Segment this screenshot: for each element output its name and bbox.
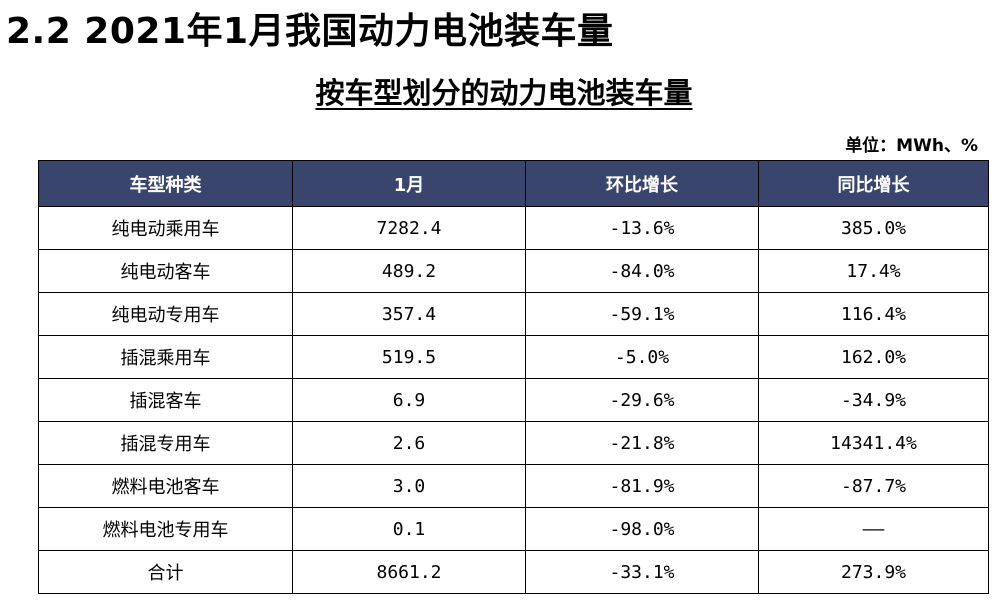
- cell-jan-volume: 489.2: [292, 249, 526, 293]
- cell-vehicle-type: 燃料电池客车: [38, 464, 293, 508]
- cell-yoy-growth: 14341.4%: [758, 421, 989, 465]
- cell-yoy-growth: 17.4%: [758, 249, 989, 293]
- table-title: 按车型划分的动力电池装车量: [0, 70, 1008, 112]
- cell-jan-volume: 0.1: [292, 507, 526, 551]
- cell-mom-growth: -33.1%: [525, 550, 759, 594]
- cell-jan-volume: 2.6: [292, 421, 526, 465]
- table-row: 燃料电池专用车 0.1 -98.0% ——: [38, 507, 989, 551]
- table-row: 插混专用车 2.6 -21.8% 14341.4%: [38, 421, 989, 465]
- cell-vehicle-type: 纯电动乘用车: [38, 206, 293, 250]
- cell-mom-growth: -21.8%: [525, 421, 759, 465]
- cell-mom-growth: -5.0%: [525, 335, 759, 379]
- cell-vehicle-type: 插混客车: [38, 378, 293, 422]
- battery-installation-table: 车型种类 1月 环比增长 同比增长 纯电动乘用车 7282.4 -13.6% 3…: [38, 160, 989, 594]
- cell-yoy-growth: 385.0%: [758, 206, 989, 250]
- cell-mom-growth: -13.6%: [525, 206, 759, 250]
- table-row: 纯电动客车 489.2 -84.0% 17.4%: [38, 249, 989, 293]
- cell-mom-growth: -84.0%: [525, 249, 759, 293]
- cell-jan-volume: 6.9: [292, 378, 526, 422]
- cell-mom-growth: -29.6%: [525, 378, 759, 422]
- column-header-type: 车型种类: [38, 160, 293, 207]
- cell-vehicle-type: 插混专用车: [38, 421, 293, 465]
- column-header-yoy: 同比增长: [758, 160, 989, 207]
- cell-mom-growth: -59.1%: [525, 292, 759, 336]
- cell-jan-volume: 357.4: [292, 292, 526, 336]
- unit-note: 单位：MWh、%: [845, 136, 978, 156]
- table-total-row: 合计 8661.2 -33.1% 273.9%: [38, 550, 989, 594]
- cell-vehicle-type: 纯电动专用车: [38, 292, 293, 336]
- cell-yoy-growth: 162.0%: [758, 335, 989, 379]
- cell-yoy-growth: -34.9%: [758, 378, 989, 422]
- page-heading: 2.2 2021年1月我国动力电池装车量: [6, 11, 614, 52]
- cell-yoy-growth: 273.9%: [758, 550, 989, 594]
- cell-jan-volume: 8661.2: [292, 550, 526, 594]
- cell-jan-volume: 3.0: [292, 464, 526, 508]
- table-row: 插混客车 6.9 -29.6% -34.9%: [38, 378, 989, 422]
- table-header-row: 车型种类 1月 环比增长 同比增长: [38, 160, 989, 207]
- table-row: 燃料电池客车 3.0 -81.9% -87.7%: [38, 464, 989, 508]
- column-header-mom: 环比增长: [525, 160, 759, 207]
- cell-jan-volume: 519.5: [292, 335, 526, 379]
- table-row: 插混乘用车 519.5 -5.0% 162.0%: [38, 335, 989, 379]
- column-header-jan: 1月: [292, 160, 526, 207]
- cell-vehicle-type: 合计: [38, 550, 293, 594]
- table-row: 纯电动乘用车 7282.4 -13.6% 385.0%: [38, 206, 989, 250]
- cell-vehicle-type: 纯电动客车: [38, 249, 293, 293]
- table-title-text: 按车型划分的动力电池装车量: [315, 76, 693, 110]
- cell-vehicle-type: 燃料电池专用车: [38, 507, 293, 551]
- cell-mom-growth: -98.0%: [525, 507, 759, 551]
- table-row: 纯电动专用车 357.4 -59.1% 116.4%: [38, 292, 989, 336]
- cell-vehicle-type: 插混乘用车: [38, 335, 293, 379]
- cell-yoy-growth: -87.7%: [758, 464, 989, 508]
- cell-mom-growth: -81.9%: [525, 464, 759, 508]
- cell-jan-volume: 7282.4: [292, 206, 526, 250]
- cell-yoy-growth: ——: [758, 507, 989, 551]
- cell-yoy-growth: 116.4%: [758, 292, 989, 336]
